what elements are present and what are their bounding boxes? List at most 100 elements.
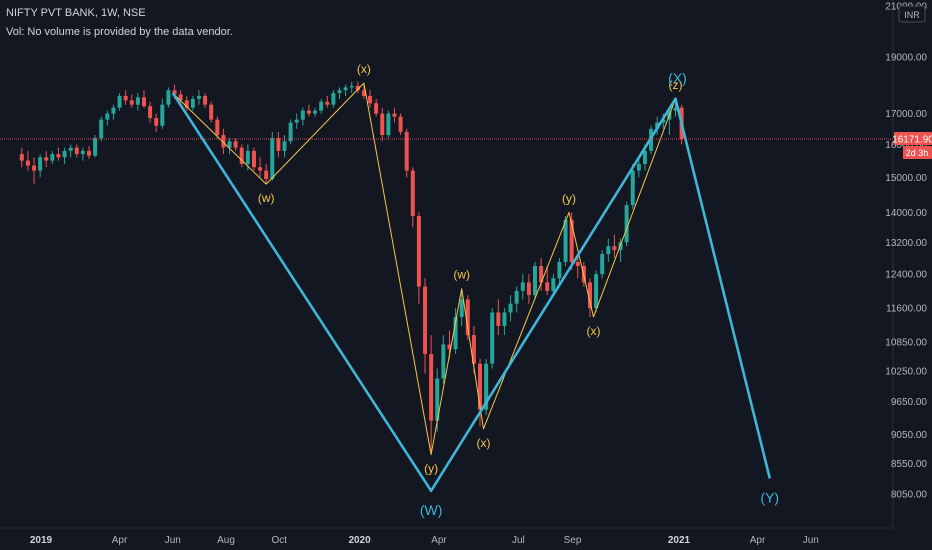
candle: [514, 286, 519, 313]
candle: [154, 113, 159, 132]
time-tick-label: Jul: [512, 535, 525, 546]
candle: [526, 274, 531, 304]
price-tick-label: 13200.00: [885, 238, 927, 249]
candle: [355, 81, 360, 94]
countdown-value: 2d 3h: [906, 148, 929, 158]
candle: [423, 278, 428, 374]
wave-labels: (w) (x) (y) (w) (x) (y) (x) (z) (W) (X) (Y): [258, 62, 779, 518]
candle: [343, 84, 348, 96]
last-price-value: 16171.90: [892, 135, 932, 146]
candle: [575, 254, 580, 279]
minor-wave-label: (y): [562, 191, 576, 205]
candle: [25, 150, 30, 171]
candle: [135, 93, 140, 111]
candle: [459, 288, 464, 326]
candle: [636, 157, 641, 178]
price-axis[interactable]: 21000.0019000.0017000.0016000.0015000.00…: [885, 0, 932, 528]
candle: [484, 358, 489, 416]
candle: [184, 95, 189, 111]
candle: [160, 98, 165, 129]
time-tick-label: Apr: [112, 535, 128, 546]
time-tick-label: 2020: [348, 535, 371, 546]
candle: [606, 238, 611, 262]
time-tick-label: Jun: [803, 535, 819, 546]
primary-wave-label: (W): [420, 502, 443, 518]
candle: [203, 93, 208, 108]
candle: [404, 128, 409, 178]
candle: [148, 101, 153, 123]
candle: [190, 95, 195, 111]
price-tick-label: 8050.00: [891, 490, 928, 501]
last-price-tag: 16171.90 2d 3h: [892, 132, 932, 160]
candle: [380, 107, 385, 142]
candle: [276, 131, 281, 158]
candle: [331, 90, 336, 108]
candle: [630, 163, 635, 209]
candle: [502, 308, 507, 336]
candle: [532, 261, 537, 300]
time-tick-label: Apr: [431, 535, 447, 546]
candle: [99, 116, 104, 142]
time-tick-label: 2019: [30, 535, 53, 546]
candle: [105, 110, 110, 126]
primary-wave-label: (Y): [760, 489, 779, 505]
candle: [612, 234, 617, 259]
candle: [465, 295, 470, 340]
time-tick-label: Oct: [271, 535, 287, 546]
price-tick-label: 16000.00: [885, 140, 927, 151]
candle: [313, 107, 318, 117]
minor-wave-label: (z): [669, 78, 683, 92]
candle: [306, 104, 311, 117]
minor-wave-label: (x): [476, 436, 490, 450]
volume-note: Vol: No volume is provided by the data v…: [6, 26, 233, 38]
candle: [392, 107, 397, 123]
candle: [386, 110, 391, 139]
candle: [264, 163, 269, 185]
candle: [563, 216, 568, 267]
price-tick-label: 9050.00: [891, 430, 928, 441]
time-tick-label: Apr: [750, 535, 766, 546]
candle: [44, 150, 49, 168]
time-tick-label: Aug: [217, 535, 235, 546]
candle: [227, 138, 232, 155]
candle: [196, 90, 201, 105]
candle: [93, 134, 98, 158]
price-tick-label: 15000.00: [885, 173, 927, 184]
price-tick-label: 19000.00: [885, 53, 927, 64]
candle: [294, 113, 299, 129]
candle: [490, 308, 495, 369]
candle: [520, 274, 525, 300]
candle: [368, 90, 373, 108]
primary-wave-label: (X): [668, 70, 687, 86]
minor-wave-label: (x): [586, 324, 600, 338]
candle: [594, 270, 599, 313]
time-tick-label: 2021: [668, 535, 691, 546]
candle: [166, 87, 171, 108]
candle: [233, 138, 238, 151]
candle: [453, 308, 458, 354]
candle: [600, 250, 605, 279]
price-tick-label: 10250.00: [885, 367, 927, 378]
candle: [539, 258, 544, 291]
currency-badge: INR: [898, 5, 926, 23]
candle: [117, 93, 122, 111]
symbol-title[interactable]: NIFTY PVT BANK, 1W, NSE: [6, 7, 146, 19]
candle: [508, 295, 513, 322]
candle: [215, 116, 220, 139]
candle: [319, 98, 324, 114]
minor-wave-line: [172, 82, 676, 455]
candle: [129, 94, 134, 108]
time-tick-label: Jun: [165, 535, 181, 546]
candle: [111, 104, 116, 120]
price-tick-label: 10850.00: [885, 338, 927, 349]
candle: [68, 144, 73, 158]
price-tick-label: 14000.00: [885, 208, 927, 219]
price-tick-label: 12400.00: [885, 270, 927, 281]
minor-wave-label: (w): [453, 268, 470, 282]
candle: [337, 87, 342, 99]
time-axis[interactable]: 2019 Apr Jun Aug Oct 2020 Apr Jul Sep 2021 Apr Jun: [0, 527, 932, 550]
candle: [551, 274, 556, 296]
candle: [56, 147, 61, 161]
time-tick-label: Sep: [564, 535, 582, 546]
